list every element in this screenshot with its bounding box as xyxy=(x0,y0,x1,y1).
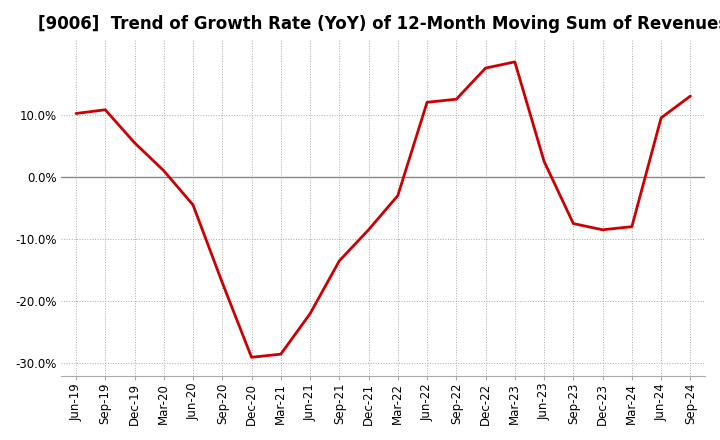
Title: [9006]  Trend of Growth Rate (YoY) of 12-Month Moving Sum of Revenues: [9006] Trend of Growth Rate (YoY) of 12-… xyxy=(38,15,720,33)
